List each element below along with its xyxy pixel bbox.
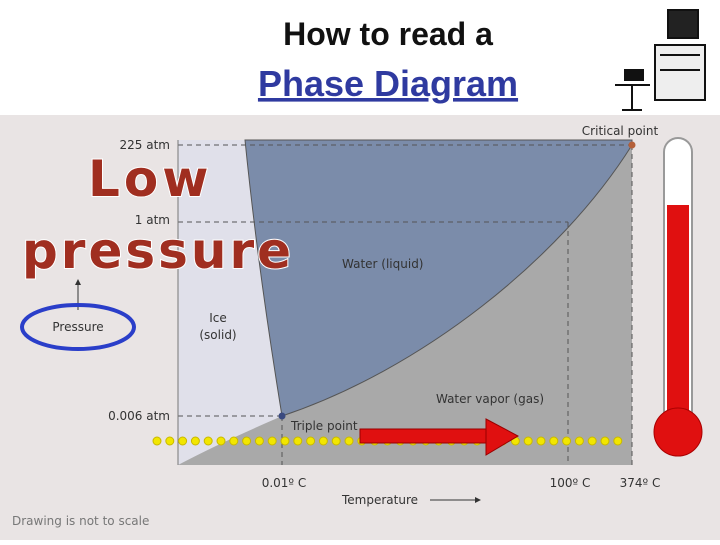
dot: [165, 436, 175, 446]
triple-point-label: Triple point: [290, 419, 358, 433]
overlay-word: pressure: [22, 222, 294, 280]
title-line1: How to read a: [283, 16, 493, 52]
note: Drawing is not to scale: [12, 514, 149, 528]
dot: [344, 436, 354, 446]
dot: [600, 436, 610, 446]
dot: [331, 436, 341, 446]
dot: [318, 436, 328, 446]
dot: [562, 436, 572, 446]
pressure-label: 1 atm: [135, 213, 170, 227]
temperature-label: 374º C: [620, 476, 661, 490]
overlay-word: Low: [88, 150, 212, 208]
dot: [178, 436, 188, 446]
dot: [203, 436, 213, 446]
dot: [242, 436, 252, 446]
dot: [587, 436, 597, 446]
dot: [229, 436, 239, 446]
solid-label: (solid): [199, 328, 236, 342]
header-bg: [0, 0, 720, 115]
pressure-label: 225 atm: [120, 138, 170, 152]
dot: [152, 436, 162, 446]
pressure-ellipse: [20, 303, 136, 351]
dot: [574, 436, 584, 446]
critical-point-dot: [628, 141, 636, 149]
triple-point-dot: [278, 412, 286, 420]
dot: [254, 436, 264, 446]
gas-label: Water vapor (gas): [436, 392, 544, 406]
y-axis-arrowhead: [75, 279, 81, 285]
thermometer: [653, 137, 703, 457]
liquid-region: [244, 139, 633, 417]
pressure-label: 0.006 atm: [108, 409, 170, 423]
dot: [613, 436, 623, 446]
solid-region: [178, 140, 282, 465]
dot: [523, 436, 533, 446]
dot: [293, 436, 303, 446]
dot: [267, 436, 277, 446]
solid-label: Ice: [209, 311, 227, 325]
y-axis-label: Pressure: [52, 320, 103, 334]
red-arrow: [359, 418, 520, 456]
dot: [536, 436, 546, 446]
dot: [549, 436, 559, 446]
guides: [178, 144, 633, 465]
temperature-label: 0.01º C: [262, 476, 307, 490]
temperature-label: 100º C: [550, 476, 591, 490]
x-axis-arrowhead: [475, 497, 481, 503]
cartoon: [615, 9, 706, 111]
dot: [280, 436, 290, 446]
dot: [190, 436, 200, 446]
title-line2: Phase Diagram: [258, 63, 518, 104]
dot: [306, 436, 316, 446]
dot: [216, 436, 226, 446]
x-axis-label: Temperature: [341, 493, 418, 507]
critical-point-label: Critical point: [582, 124, 659, 138]
liquid-label: Water (liquid): [342, 257, 424, 271]
